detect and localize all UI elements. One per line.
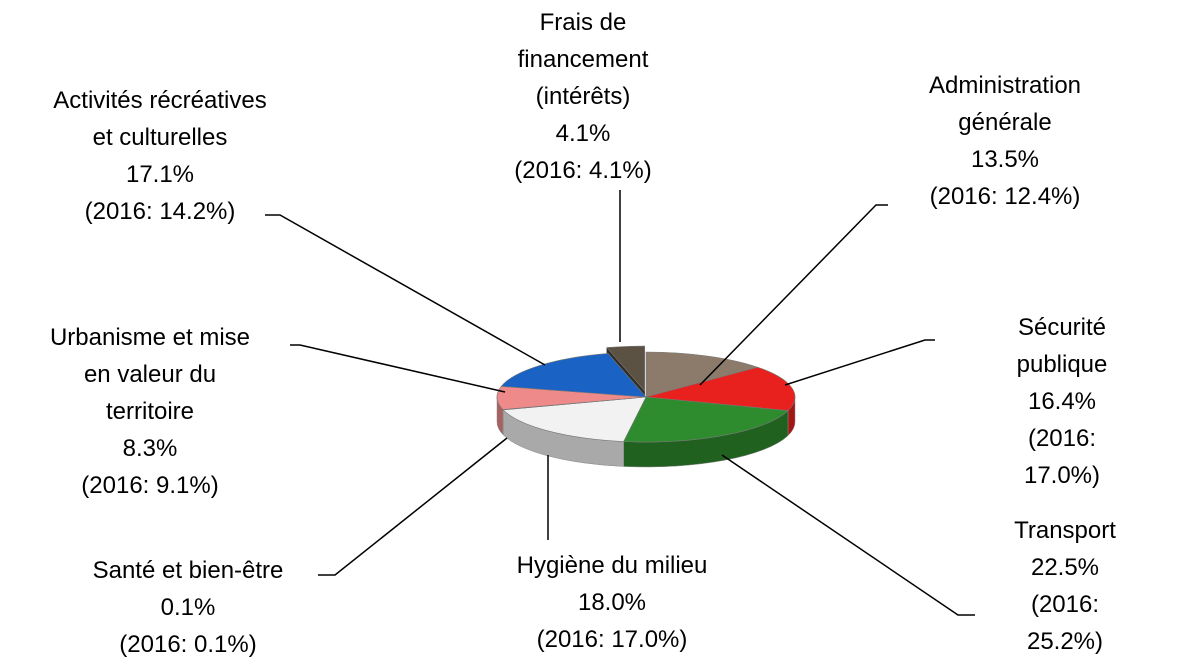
value-label: 17.1% <box>53 156 266 193</box>
category-label: Santé et bien-être <box>93 552 284 589</box>
previous-label: (2016: 12.4%) <box>929 178 1081 215</box>
leader-line <box>700 205 888 385</box>
category-label: Frais de financement (intérêts) <box>514 4 651 115</box>
leader-line <box>290 345 505 392</box>
category-label: Activités récréatives et culturelles <box>53 82 266 156</box>
previous-label: (2016: 0.1%) <box>93 626 284 663</box>
value-label: 18.0% <box>517 584 708 621</box>
previous-label: (2016: 4.1%) <box>514 152 651 189</box>
previous-label: (2016: 17.0%) <box>517 621 708 658</box>
value-label: 16.4% <box>998 383 1126 420</box>
value-label: 0.1% <box>93 589 284 626</box>
slice-label: Urbanisme et mise en valeur du territoir… <box>50 319 250 504</box>
leader-line <box>265 215 545 365</box>
previous-label: (2016: 17.0%) <box>998 420 1126 494</box>
leader-line <box>722 455 975 615</box>
leader-line <box>318 438 507 575</box>
category-label: Urbanisme et mise en valeur du territoir… <box>50 319 250 430</box>
category-label: Transport <box>1003 512 1128 549</box>
category-label: Sécurité publique <box>998 309 1126 383</box>
value-label: 13.5% <box>929 141 1081 178</box>
slice-label: Frais de financement (intérêts)4.1%(2016… <box>514 4 651 189</box>
value-label: 4.1% <box>514 115 651 152</box>
previous-label: (2016: 25.2%) <box>1003 586 1128 660</box>
value-label: 8.3% <box>50 430 250 467</box>
previous-label: (2016: 9.1%) <box>50 467 250 504</box>
value-label: 22.5% <box>1003 549 1128 586</box>
category-label: Hygiène du milieu <box>517 547 708 584</box>
leader-line <box>785 340 935 385</box>
category-label: Administration générale <box>929 67 1081 141</box>
previous-label: (2016: 14.2%) <box>53 193 266 230</box>
